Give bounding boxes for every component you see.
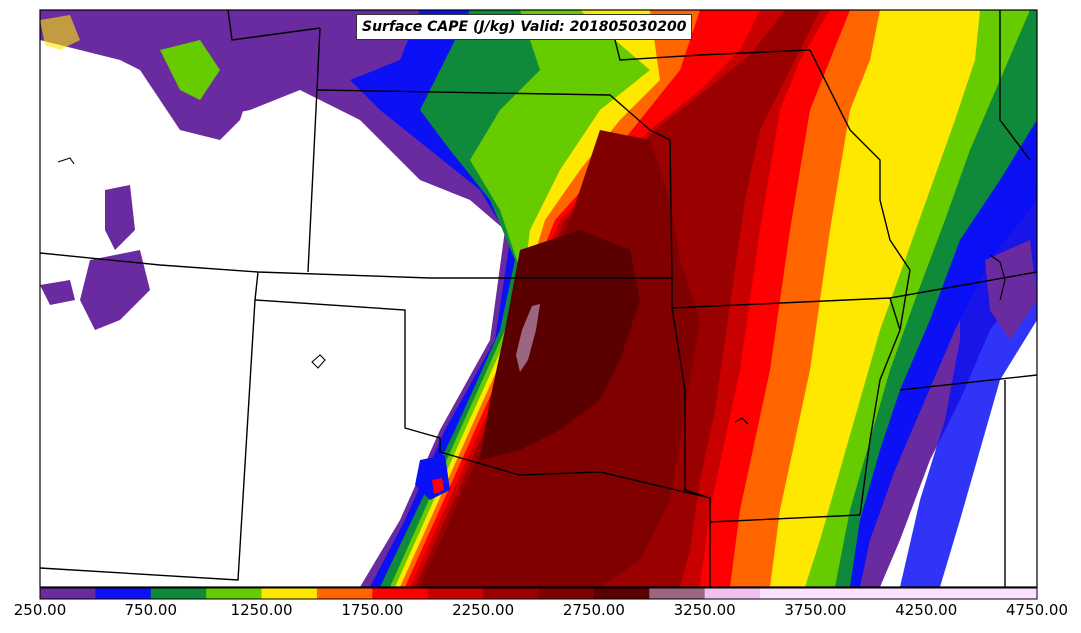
colorbar-swatch xyxy=(538,588,595,599)
colorbar-swatch xyxy=(926,588,983,599)
colorbar-swatch xyxy=(815,588,872,599)
colorbar-tick-label: 4250.00 xyxy=(895,601,958,619)
colorbar-tick-label: 1250.00 xyxy=(230,601,293,619)
colorbar-frame xyxy=(39,587,1038,600)
colorbar-tick-label: 3750.00 xyxy=(784,601,847,619)
colorbar-tick-label: 4750.00 xyxy=(1005,601,1069,619)
colorbar-swatch xyxy=(649,588,706,599)
colorbar-swatch xyxy=(372,588,429,599)
colorbar-tick-label: 1750.00 xyxy=(341,601,404,619)
colorbar-swatch xyxy=(40,588,96,599)
colorbar-tick-label: 2250.00 xyxy=(452,601,515,619)
colorbar-swatch xyxy=(261,588,318,599)
colorbar-swatch xyxy=(593,588,650,599)
colorbar xyxy=(39,587,1038,600)
colorbar-swatch xyxy=(760,588,816,599)
colorbar-tick-label: 2750.00 xyxy=(562,601,625,619)
lakes-coastline xyxy=(57,157,1006,425)
colorbar-swatch xyxy=(206,588,263,599)
state-borders xyxy=(40,10,1037,587)
colorbar-swatch xyxy=(427,588,484,599)
colorbar-swatch xyxy=(704,588,761,599)
colorbar-swatch xyxy=(316,588,373,599)
map-title: Surface CAPE (J/kg) Valid: 201805030200 xyxy=(356,14,693,40)
colorbar-swatch xyxy=(870,588,927,599)
colorbar-swatch xyxy=(981,588,1038,599)
cape-fill-layer xyxy=(40,10,1037,587)
colorbar-tick-label: 250.00 xyxy=(13,601,67,619)
colorbar-swatch xyxy=(95,588,152,599)
colorbar-swatch xyxy=(483,588,539,599)
colorbar-tick-label: 3250.00 xyxy=(673,601,736,619)
colorbar-swatch xyxy=(150,588,207,599)
map-frame xyxy=(39,9,1038,588)
colorbar-tick-label: 750.00 xyxy=(124,601,178,619)
